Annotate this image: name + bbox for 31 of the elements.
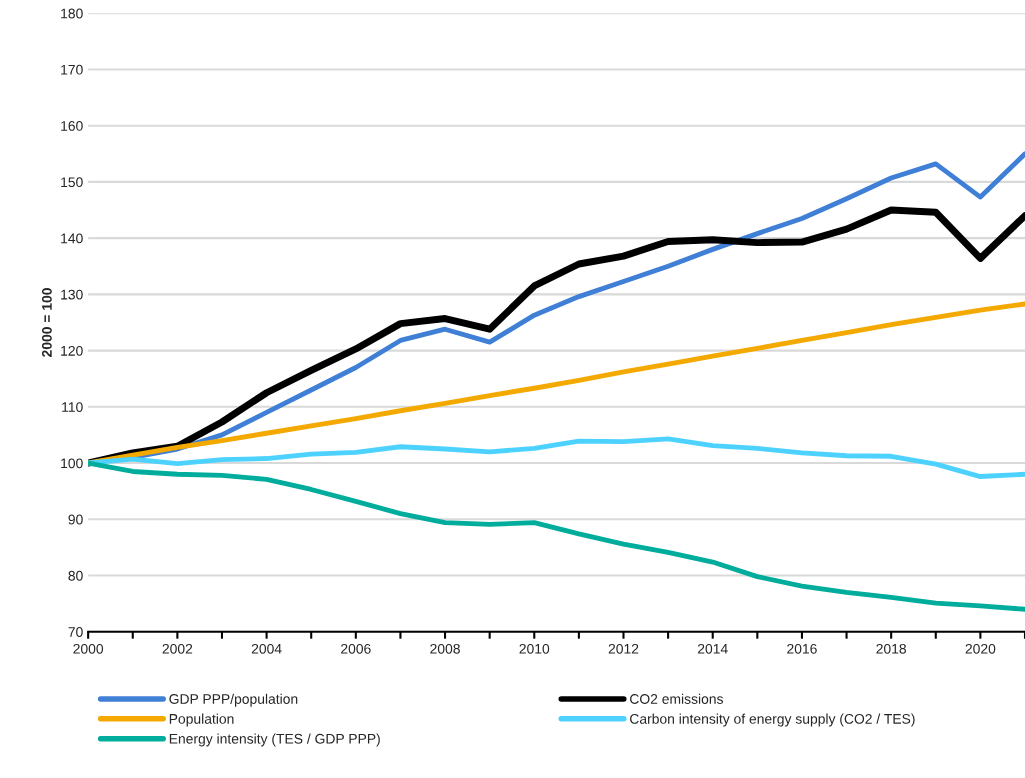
legend-label: GDP PPP/population	[169, 693, 298, 707]
y-tick-label: 80	[68, 570, 83, 581]
y-tick-label: 70	[68, 627, 83, 637]
y-tick-label: 150	[61, 177, 83, 188]
x-tick-label: 2010	[519, 643, 550, 654]
y-tick-label: 90	[68, 514, 83, 525]
legend-label: Population	[169, 713, 234, 727]
x-tick-label: 2012	[608, 643, 639, 654]
legend-label: CO2 emissions	[630, 693, 723, 704]
line-series	[88, 460, 1025, 612]
y-axis-title: 2000 = 100	[41, 288, 52, 357]
y-tick-label: 180	[61, 8, 83, 19]
y-tick-label: 110	[62, 402, 83, 412]
y-tick-label: 170	[61, 64, 83, 75]
x-tick-label: 2002	[162, 643, 193, 654]
x-tick-label: 2000	[73, 643, 104, 654]
y-tick-label: 100	[61, 458, 83, 469]
x-tick-label: 2014	[697, 643, 728, 654]
legend-label: Carbon intensity of energy supply (CO2 / TES)	[630, 713, 915, 727]
x-tick-label: 2006	[341, 643, 371, 654]
line-series	[88, 436, 1025, 479]
y-tick-label: 130	[61, 289, 83, 300]
legend-label: Energy intensity (TES / GDP PPP)	[169, 733, 380, 747]
x-tick-label: 2018	[876, 643, 907, 654]
y-tick-label: 120	[61, 345, 83, 356]
y-tick-label: 140	[61, 233, 83, 244]
x-tick-label: 2020	[965, 643, 996, 654]
y-tick-label: 160	[61, 121, 83, 131]
x-tick-label: 2008	[430, 643, 460, 654]
x-tick-label: 2016	[787, 643, 817, 654]
x-tick-label: 2004	[251, 643, 282, 654]
